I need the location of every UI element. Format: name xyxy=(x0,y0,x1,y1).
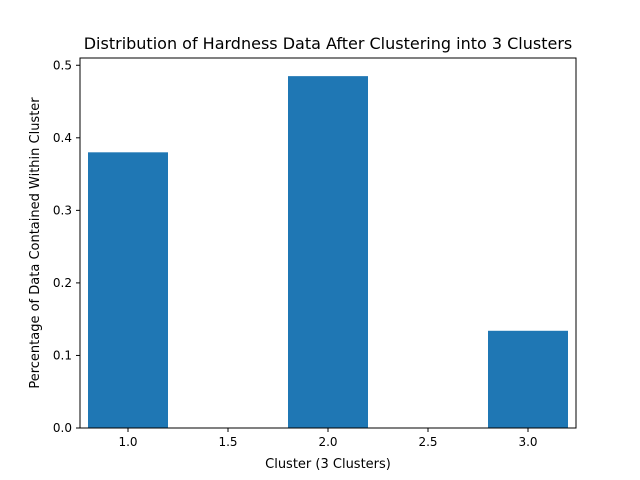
x-tick-label: 2.0 xyxy=(318,435,337,449)
y-tick-label: 0.0 xyxy=(53,421,72,435)
bar-cluster-1 xyxy=(88,152,168,428)
x-tick-label: 3.0 xyxy=(518,435,537,449)
y-tick-label: 0.4 xyxy=(53,131,72,145)
y-tick-label: 0.5 xyxy=(53,58,72,72)
y-tick-label: 0.2 xyxy=(53,276,72,290)
bar-cluster-2 xyxy=(288,76,368,428)
y-tick-label: 0.1 xyxy=(53,348,72,362)
bars-group xyxy=(88,76,568,428)
plot-frame xyxy=(79,57,577,429)
x-axis-ticks: 1.0 1.5 2.0 2.5 3.0 xyxy=(118,428,538,449)
x-tick-label: 2.5 xyxy=(418,435,437,449)
y-axis-ticks: 0.0 0.1 0.2 0.3 0.4 0.5 xyxy=(53,58,80,435)
x-tick-label: 1.0 xyxy=(118,435,137,449)
x-axis-label: Cluster (3 Clusters) xyxy=(265,457,391,472)
x-tick-label: 1.5 xyxy=(218,435,237,449)
y-axis-label: Percentage of Data Contained Within Clus… xyxy=(28,97,43,389)
chart-title: Distribution of Hardness Data After Clus… xyxy=(84,34,573,53)
bar-cluster-3 xyxy=(488,330,568,428)
y-tick-label: 0.3 xyxy=(53,203,72,217)
